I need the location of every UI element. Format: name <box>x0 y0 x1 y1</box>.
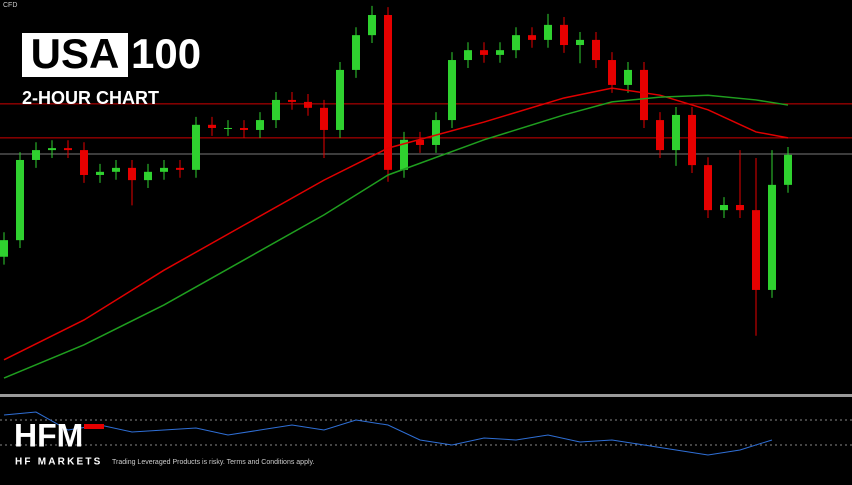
candle-body <box>160 167 168 172</box>
plot <box>0 5 852 379</box>
title-box <box>22 33 128 77</box>
candle-body <box>336 69 344 130</box>
candle-body <box>368 15 376 36</box>
candle-body <box>240 127 248 130</box>
candle-body <box>528 35 536 40</box>
candle-body <box>544 24 552 40</box>
candle-body <box>656 120 664 151</box>
candle-body <box>32 150 40 160</box>
candle-body <box>576 39 584 46</box>
candle-body <box>480 50 488 55</box>
candle-body <box>288 99 296 102</box>
candle-body <box>304 101 312 108</box>
candle-body <box>464 50 472 61</box>
candle-body <box>64 148 72 151</box>
candle-body <box>704 165 712 211</box>
candle-body <box>688 114 696 166</box>
candle-body <box>80 150 88 175</box>
title-box-text: USA <box>31 30 120 77</box>
candle-body <box>256 120 264 130</box>
corner-label: CFD <box>3 2 17 9</box>
oscillator-line <box>3 411 773 456</box>
candle-body <box>352 35 360 70</box>
candle-body <box>496 50 504 55</box>
logo-accent <box>84 424 104 429</box>
candle-body <box>208 124 216 128</box>
brand-logo: HFM <box>14 417 83 453</box>
candle-body <box>752 210 760 290</box>
candle-body <box>400 139 408 170</box>
candle-body <box>48 148 56 151</box>
candle-body <box>736 205 744 211</box>
candle-body <box>512 35 520 51</box>
candle-body <box>16 159 24 241</box>
candle-body <box>720 205 728 211</box>
candle-body <box>768 184 776 290</box>
candle-body <box>176 167 184 170</box>
candle-body <box>640 69 648 121</box>
disclaimer: Trading Leveraged Products is risky. Ter… <box>112 459 315 466</box>
candle-body <box>144 171 152 181</box>
chart-subtitle: 2-HOUR CHART <box>22 88 159 108</box>
chart-title: 100 <box>131 30 201 77</box>
candle-body <box>624 69 632 85</box>
candle-body <box>784 154 792 185</box>
candle-body <box>0 240 8 257</box>
candle-body <box>128 167 136 181</box>
oscillator-pane <box>0 411 852 456</box>
candle-body <box>96 171 104 175</box>
moving-average <box>3 87 789 361</box>
candle-body <box>560 24 568 46</box>
candle-body <box>192 124 200 170</box>
moving-average <box>3 94 789 379</box>
candle-body <box>592 39 600 61</box>
pane-separator <box>0 394 852 397</box>
candle-body <box>672 114 680 151</box>
candle-body <box>224 127 232 129</box>
candle-body <box>112 167 120 172</box>
candle-body <box>272 99 280 121</box>
candle-body <box>320 107 328 130</box>
candle-body <box>416 139 424 145</box>
candle-body <box>448 60 456 121</box>
candle-body <box>432 120 440 145</box>
candle-body <box>384 15 392 170</box>
brand-name: HF MARKETS <box>15 457 103 468</box>
candle-body <box>608 60 616 85</box>
